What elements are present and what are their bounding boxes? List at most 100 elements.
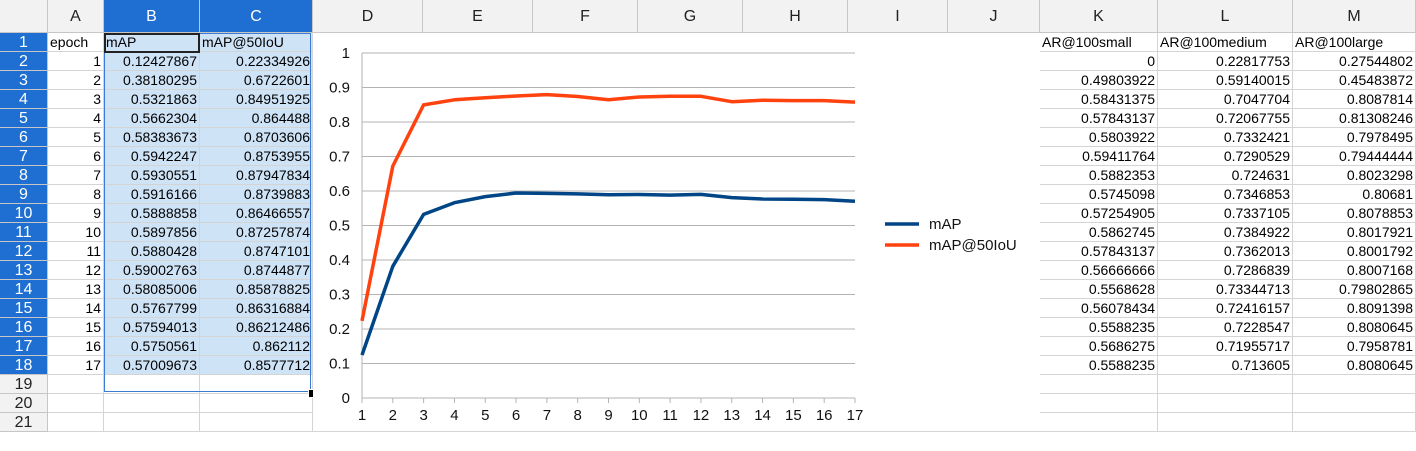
data-cell[interactable]: 0.7332421: [1158, 128, 1293, 147]
data-cell[interactable]: 1: [48, 52, 104, 71]
data-cell[interactable]: 5: [48, 128, 104, 147]
row-header-21[interactable]: 21: [0, 413, 48, 432]
data-cell[interactable]: 0.5686275: [1040, 337, 1158, 356]
cell[interactable]: [1158, 375, 1293, 394]
row-header-9[interactable]: 9: [0, 185, 48, 204]
row-header-3[interactable]: 3: [0, 71, 48, 90]
data-cell[interactable]: 0.45483872: [1293, 71, 1416, 90]
data-cell[interactable]: 0.57843137: [1040, 109, 1158, 128]
data-cell[interactable]: 0.59411764: [1040, 147, 1158, 166]
row-header-10[interactable]: 10: [0, 204, 48, 223]
data-cell[interactable]: 6: [48, 147, 104, 166]
cell[interactable]: [1293, 394, 1416, 413]
data-cell[interactable]: 0.5588235: [1040, 356, 1158, 375]
row-header-14[interactable]: 14: [0, 280, 48, 299]
data-cell[interactable]: 0.5321863: [104, 90, 200, 109]
cell[interactable]: [48, 413, 104, 432]
data-cell[interactable]: 8: [48, 185, 104, 204]
cell[interactable]: [1293, 375, 1416, 394]
row-header-2[interactable]: 2: [0, 52, 48, 71]
data-cell[interactable]: 0.8753955: [200, 147, 313, 166]
data-cell[interactable]: 0.58085006: [104, 280, 200, 299]
data-cell[interactable]: 0.8023298: [1293, 166, 1416, 185]
row-header-4[interactable]: 4: [0, 90, 48, 109]
column-header-a[interactable]: A: [48, 0, 104, 33]
data-cell[interactable]: 0.58383673: [104, 128, 200, 147]
data-cell[interactable]: 0.72067755: [1158, 109, 1293, 128]
row-header-17[interactable]: 17: [0, 337, 48, 356]
data-cell[interactable]: 0.57009673: [104, 356, 200, 375]
data-cell[interactable]: 0.87947834: [200, 166, 313, 185]
row-header-1[interactable]: 1: [0, 33, 48, 52]
select-all-corner[interactable]: [0, 0, 48, 33]
data-cell[interactable]: 9: [48, 204, 104, 223]
data-cell[interactable]: 0.5888858: [104, 204, 200, 223]
data-cell[interactable]: 0.71955717: [1158, 337, 1293, 356]
data-cell[interactable]: 0.59140015: [1158, 71, 1293, 90]
data-cell[interactable]: 0.79444444: [1293, 147, 1416, 166]
data-cell[interactable]: 0.5588235: [1040, 318, 1158, 337]
data-cell[interactable]: 0.8080645: [1293, 318, 1416, 337]
column-header-i[interactable]: I: [848, 0, 948, 33]
data-cell[interactable]: 0.5882353: [1040, 166, 1158, 185]
data-cell[interactable]: 0.57254905: [1040, 204, 1158, 223]
data-cell[interactable]: 0.22334926: [200, 52, 313, 71]
data-cell[interactable]: 0.8087814: [1293, 90, 1416, 109]
data-cell[interactable]: 10: [48, 223, 104, 242]
column-header-g[interactable]: G: [638, 0, 743, 33]
row-header-7[interactable]: 7: [0, 147, 48, 166]
header-cell-map-50iou[interactable]: mAP@50IoU: [200, 33, 313, 52]
header-cell-map[interactable]: mAP: [104, 33, 200, 52]
column-header-b[interactable]: B: [104, 0, 200, 33]
data-cell[interactable]: 13: [48, 280, 104, 299]
data-cell[interactable]: 0.79802865: [1293, 280, 1416, 299]
data-cell[interactable]: 0.84951925: [200, 90, 313, 109]
data-cell[interactable]: 0.7337105: [1158, 204, 1293, 223]
column-header-e[interactable]: E: [423, 0, 533, 33]
data-cell[interactable]: 0.7978495: [1293, 128, 1416, 147]
data-cell[interactable]: 17: [48, 356, 104, 375]
cell[interactable]: [200, 413, 313, 432]
column-header-m[interactable]: M: [1293, 0, 1416, 33]
cell[interactable]: [104, 413, 200, 432]
data-cell[interactable]: 0.7346853: [1158, 185, 1293, 204]
cell[interactable]: [1040, 413, 1158, 432]
row-header-12[interactable]: 12: [0, 242, 48, 261]
cell[interactable]: [1040, 394, 1158, 413]
data-cell[interactable]: 0.5803922: [1040, 128, 1158, 147]
data-cell[interactable]: 0.27544802: [1293, 52, 1416, 71]
data-cell[interactable]: 0.7228547: [1158, 318, 1293, 337]
row-header-15[interactable]: 15: [0, 299, 48, 318]
header-cell-epoch[interactable]: epoch: [48, 33, 104, 52]
data-cell[interactable]: 0.59002763: [104, 261, 200, 280]
data-cell[interactable]: 0.7047704: [1158, 90, 1293, 109]
cell[interactable]: [48, 394, 104, 413]
row-header-18[interactable]: 18: [0, 356, 48, 375]
data-cell[interactable]: 3: [48, 90, 104, 109]
data-cell[interactable]: 0.7958781: [1293, 337, 1416, 356]
cell[interactable]: [1158, 394, 1293, 413]
data-cell[interactable]: 0.8007168: [1293, 261, 1416, 280]
data-cell[interactable]: 0.57843137: [1040, 242, 1158, 261]
data-cell[interactable]: 0.7384922: [1158, 223, 1293, 242]
cell[interactable]: [200, 375, 313, 394]
data-cell[interactable]: 0.8739883: [200, 185, 313, 204]
data-cell[interactable]: 0.5916166: [104, 185, 200, 204]
data-cell[interactable]: 0.5930551: [104, 166, 200, 185]
data-cell[interactable]: 0.6722601: [200, 71, 313, 90]
row-header-16[interactable]: 16: [0, 318, 48, 337]
data-cell[interactable]: 0.5880428: [104, 242, 200, 261]
data-cell[interactable]: 0: [1040, 52, 1158, 71]
data-cell[interactable]: 16: [48, 337, 104, 356]
cell[interactable]: [104, 394, 200, 413]
data-cell[interactable]: 0.5662304: [104, 109, 200, 128]
data-cell[interactable]: 0.5942247: [104, 147, 200, 166]
data-cell[interactable]: 0.8091398: [1293, 299, 1416, 318]
header-cell-ar-100large[interactable]: AR@100large: [1293, 33, 1416, 52]
data-cell[interactable]: 0.8703606: [200, 128, 313, 147]
column-header-d[interactable]: D: [313, 0, 423, 33]
column-header-h[interactable]: H: [743, 0, 848, 33]
cell[interactable]: [104, 375, 200, 394]
data-cell[interactable]: 7: [48, 166, 104, 185]
cell[interactable]: [1158, 413, 1293, 432]
